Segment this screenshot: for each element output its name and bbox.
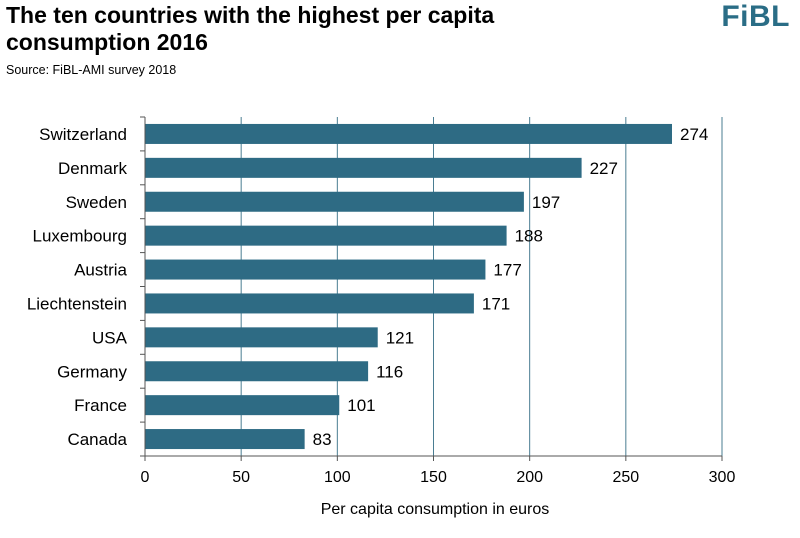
- data-label: 227: [590, 159, 618, 178]
- bar-liechtenstein: [145, 293, 474, 314]
- bar-switzerland: [145, 123, 672, 144]
- category-label: Sweden: [66, 193, 127, 212]
- data-label: 83: [313, 430, 332, 449]
- category-label: USA: [92, 328, 128, 347]
- x-tick-label: 0: [141, 469, 150, 486]
- bar-sweden: [145, 191, 524, 212]
- x-tick-label: 100: [324, 469, 351, 486]
- data-label: 101: [347, 396, 375, 415]
- data-label: 121: [386, 328, 414, 347]
- data-label: 274: [680, 125, 708, 144]
- bar-germany: [145, 361, 369, 382]
- chart-title: The ten countries with the highest per c…: [6, 2, 495, 55]
- x-axis-label: Per capita consumption in euros: [321, 501, 550, 518]
- category-label: Austria: [74, 261, 127, 280]
- bar-luxembourg: [145, 225, 507, 246]
- x-tick-label: 150: [420, 469, 447, 486]
- bar-usa: [145, 327, 378, 348]
- x-tick-label: 300: [709, 469, 736, 486]
- source-note: Source: FiBL-AMI survey 2018: [6, 63, 177, 77]
- data-label: 177: [493, 261, 521, 280]
- bar-austria: [145, 259, 486, 280]
- x-tick-label: 250: [612, 469, 639, 486]
- data-label: 171: [482, 294, 510, 313]
- category-label: Liechtenstein: [27, 294, 127, 313]
- data-label: 188: [515, 227, 543, 246]
- axes: [140, 116, 723, 461]
- bar-denmark: [145, 157, 582, 178]
- bar-canada: [145, 429, 305, 450]
- x-tick-label: 200: [516, 469, 543, 486]
- category-label: Luxembourg: [32, 227, 127, 246]
- category-label: Germany: [57, 362, 127, 381]
- data-label: 116: [376, 362, 403, 381]
- data-label: 197: [532, 193, 560, 212]
- category-label: France: [74, 396, 127, 415]
- fibl-logo: FiBL: [721, 0, 790, 33]
- labels: Switzerland 274 Denmark 227 Sweden 197 Luxembo…: [27, 125, 736, 486]
- category-label: Canada: [67, 430, 127, 449]
- category-label: Denmark: [58, 159, 127, 178]
- bars: [145, 123, 672, 450]
- bar-france: [145, 395, 340, 416]
- x-tick-label: 50: [232, 469, 250, 486]
- category-label: Switzerland: [39, 125, 127, 144]
